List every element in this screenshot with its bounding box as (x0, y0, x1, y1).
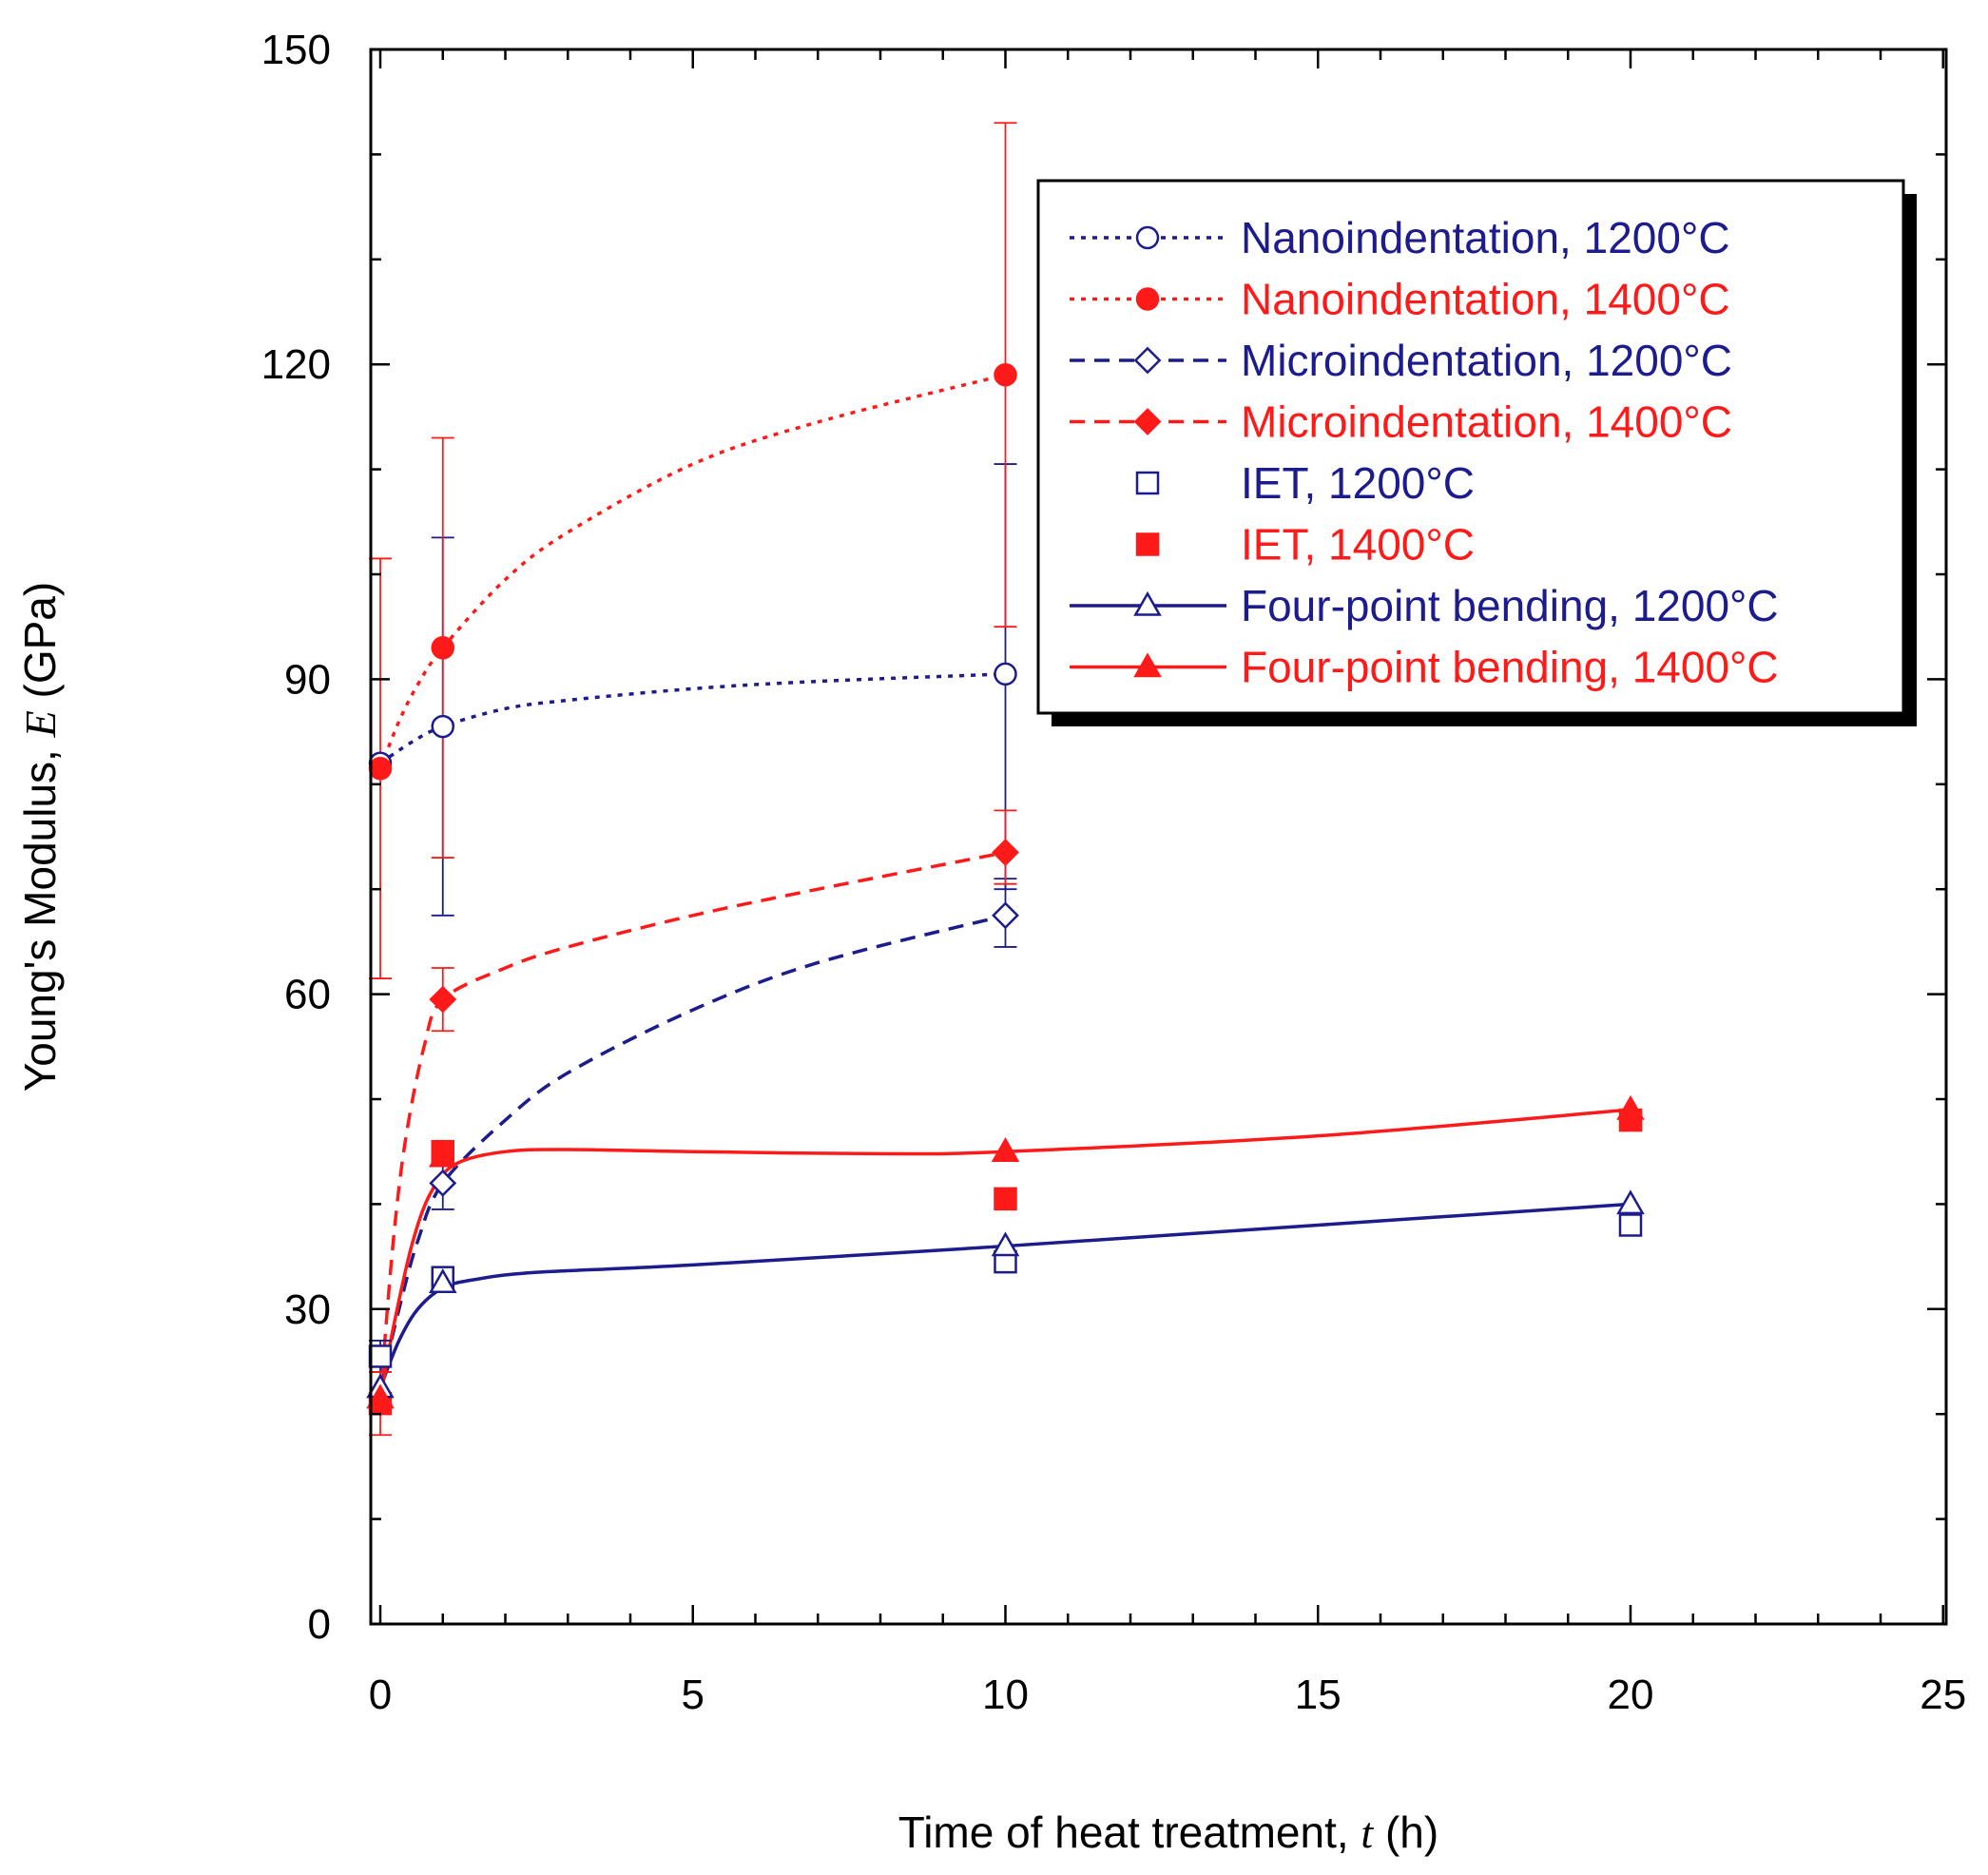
x-axis-label: Time of heat treatment, t (h) (898, 1807, 1438, 1857)
series-6-point (994, 1187, 1017, 1211)
series-7-point (991, 1231, 1020, 1257)
series-8-point (991, 1137, 1020, 1162)
legend-label: Four-point bending, 1200°C (1241, 581, 1779, 630)
y-tick-label: 60 (284, 972, 331, 1018)
series-7-point (428, 1268, 457, 1293)
x-tick-label: 15 (1295, 1672, 1341, 1718)
legend-entry: Nanoindentation, 1400°C (1070, 275, 1730, 324)
legend-entry: Microindentation, 1200°C (1070, 336, 1732, 385)
x-tick-label: 25 (1920, 1672, 1966, 1718)
series-1-curve (379, 672, 1006, 765)
legend-label: Microindentation, 1400°C (1241, 397, 1732, 447)
legend-marker (1133, 590, 1162, 616)
legend-label: IET, 1200°C (1241, 458, 1475, 508)
legend-entry: IET, 1400°C (1135, 520, 1475, 570)
legend-label: Nanoindentation, 1200°C (1241, 213, 1730, 262)
series-8-curve (378, 1108, 1631, 1399)
y-tick-label: 150 (261, 27, 331, 73)
series-1-point (994, 662, 1017, 686)
plot-frame (369, 48, 1948, 1626)
legend-marker (1135, 287, 1160, 311)
legend-entry: Four-point bending, 1200°C (1070, 581, 1779, 630)
series-2-point (431, 636, 454, 660)
legend-marker (1135, 225, 1160, 250)
series-4-point (992, 839, 1019, 866)
legend: Nanoindentation, 1200°C Nanoindentation, … (1036, 179, 1917, 726)
series-7-curve (378, 1202, 1631, 1389)
series-3-curve (378, 914, 1006, 1389)
legend-entry: IET, 1200°C (1135, 458, 1475, 508)
legend-label: IET, 1400°C (1241, 520, 1475, 570)
series-8-point (1616, 1094, 1645, 1120)
legend-marker (1135, 471, 1160, 495)
y-tick-label: 120 (261, 341, 331, 388)
series-4-point (429, 985, 457, 1014)
legend-entry: Microindentation, 1400°C (1070, 397, 1732, 447)
legend-label: Nanoindentation, 1400°C (1241, 275, 1730, 324)
series-3-point (429, 1169, 457, 1197)
series-5-point (1618, 1213, 1643, 1237)
x-tick-label: 0 (369, 1672, 392, 1718)
series-2-point (994, 362, 1017, 387)
x-tick-label: 20 (1608, 1672, 1654, 1718)
legend-box (1036, 179, 1905, 715)
markers-layer (366, 362, 1645, 1416)
legend-marker (1133, 346, 1162, 375)
series-3-point (992, 901, 1019, 930)
legend-entry: Nanoindentation, 1200°C (1070, 213, 1730, 262)
legend-marker (1135, 532, 1160, 556)
legend-entry: Four-point bending, 1400°C (1070, 643, 1779, 692)
series-2-curve (378, 373, 1006, 769)
legend-label: Microindentation, 1200°C (1241, 336, 1732, 385)
error-bars-layer (369, 122, 1017, 1437)
y-axis-label: Young's Modulus, E (GPa) (15, 582, 65, 1092)
series-8-point (366, 1383, 395, 1409)
y-tick-label: 90 (284, 656, 331, 703)
axes-layer: 0 5 10 15 20 25 0 30 60 90 120 150 (261, 27, 1967, 1718)
series-5-point (368, 1344, 393, 1368)
series-4-curve (378, 850, 1006, 1399)
series-7-point (1616, 1189, 1645, 1215)
legend-label: Four-point bending, 1400°C (1241, 643, 1779, 692)
series-8-point (428, 1142, 457, 1168)
legend-marker (1133, 408, 1162, 435)
x-tick-label: 5 (682, 1672, 704, 1718)
legend-marker (1133, 652, 1162, 678)
y-tick-label: 0 (308, 1601, 331, 1648)
series-2-point (368, 756, 393, 781)
y-tick-label: 30 (284, 1286, 331, 1333)
x-tick-label: 10 (982, 1672, 1029, 1718)
series-1-point (431, 714, 454, 739)
curves-layer (378, 373, 1631, 1399)
